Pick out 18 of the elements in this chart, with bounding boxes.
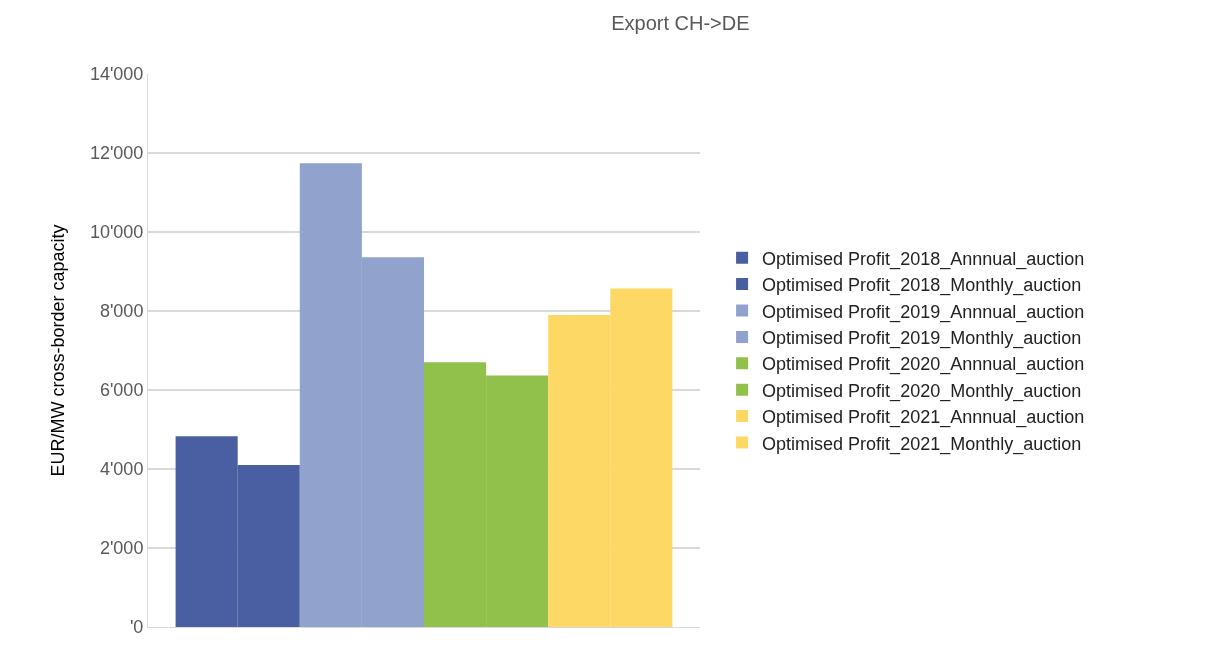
chart-title: Export CH->DE <box>611 12 750 35</box>
y-tick-label: '0 <box>129 617 144 638</box>
y-tick-label: 14'000 <box>89 64 144 85</box>
legend-label: Optimised Profit_2018_Annnual_auction <box>762 248 1085 270</box>
y-tick-label: 12'000 <box>89 143 144 164</box>
y-tick-label: 8'000 <box>99 301 144 322</box>
y-tick-label: 6'000 <box>99 380 144 401</box>
y-axis-title: EUR/MW cross-border capacity <box>48 224 69 477</box>
legend-label: Optimised Profit_2020_Annnual_auction <box>762 354 1085 376</box>
legend-label: Optimised Profit_2019_Monthly_auction <box>762 327 1082 349</box>
y-tick-label: 10'000 <box>89 222 144 243</box>
legend-label: Optimised Profit_2019_Annnual_auction <box>762 301 1085 323</box>
legend-label: Optimised Profit_2020_Monthly_auction <box>762 380 1082 402</box>
y-tick-label: 4'000 <box>99 459 144 480</box>
legend-label: Optimised Profit_2018_Monthly_auction <box>762 275 1082 297</box>
legend-label: Optimised Profit_2021_Annnual_auction <box>762 407 1085 429</box>
legend-label: Optimised Profit_2021_Monthly_auction <box>762 433 1082 455</box>
y-tick-label: 2'000 <box>99 538 144 559</box>
